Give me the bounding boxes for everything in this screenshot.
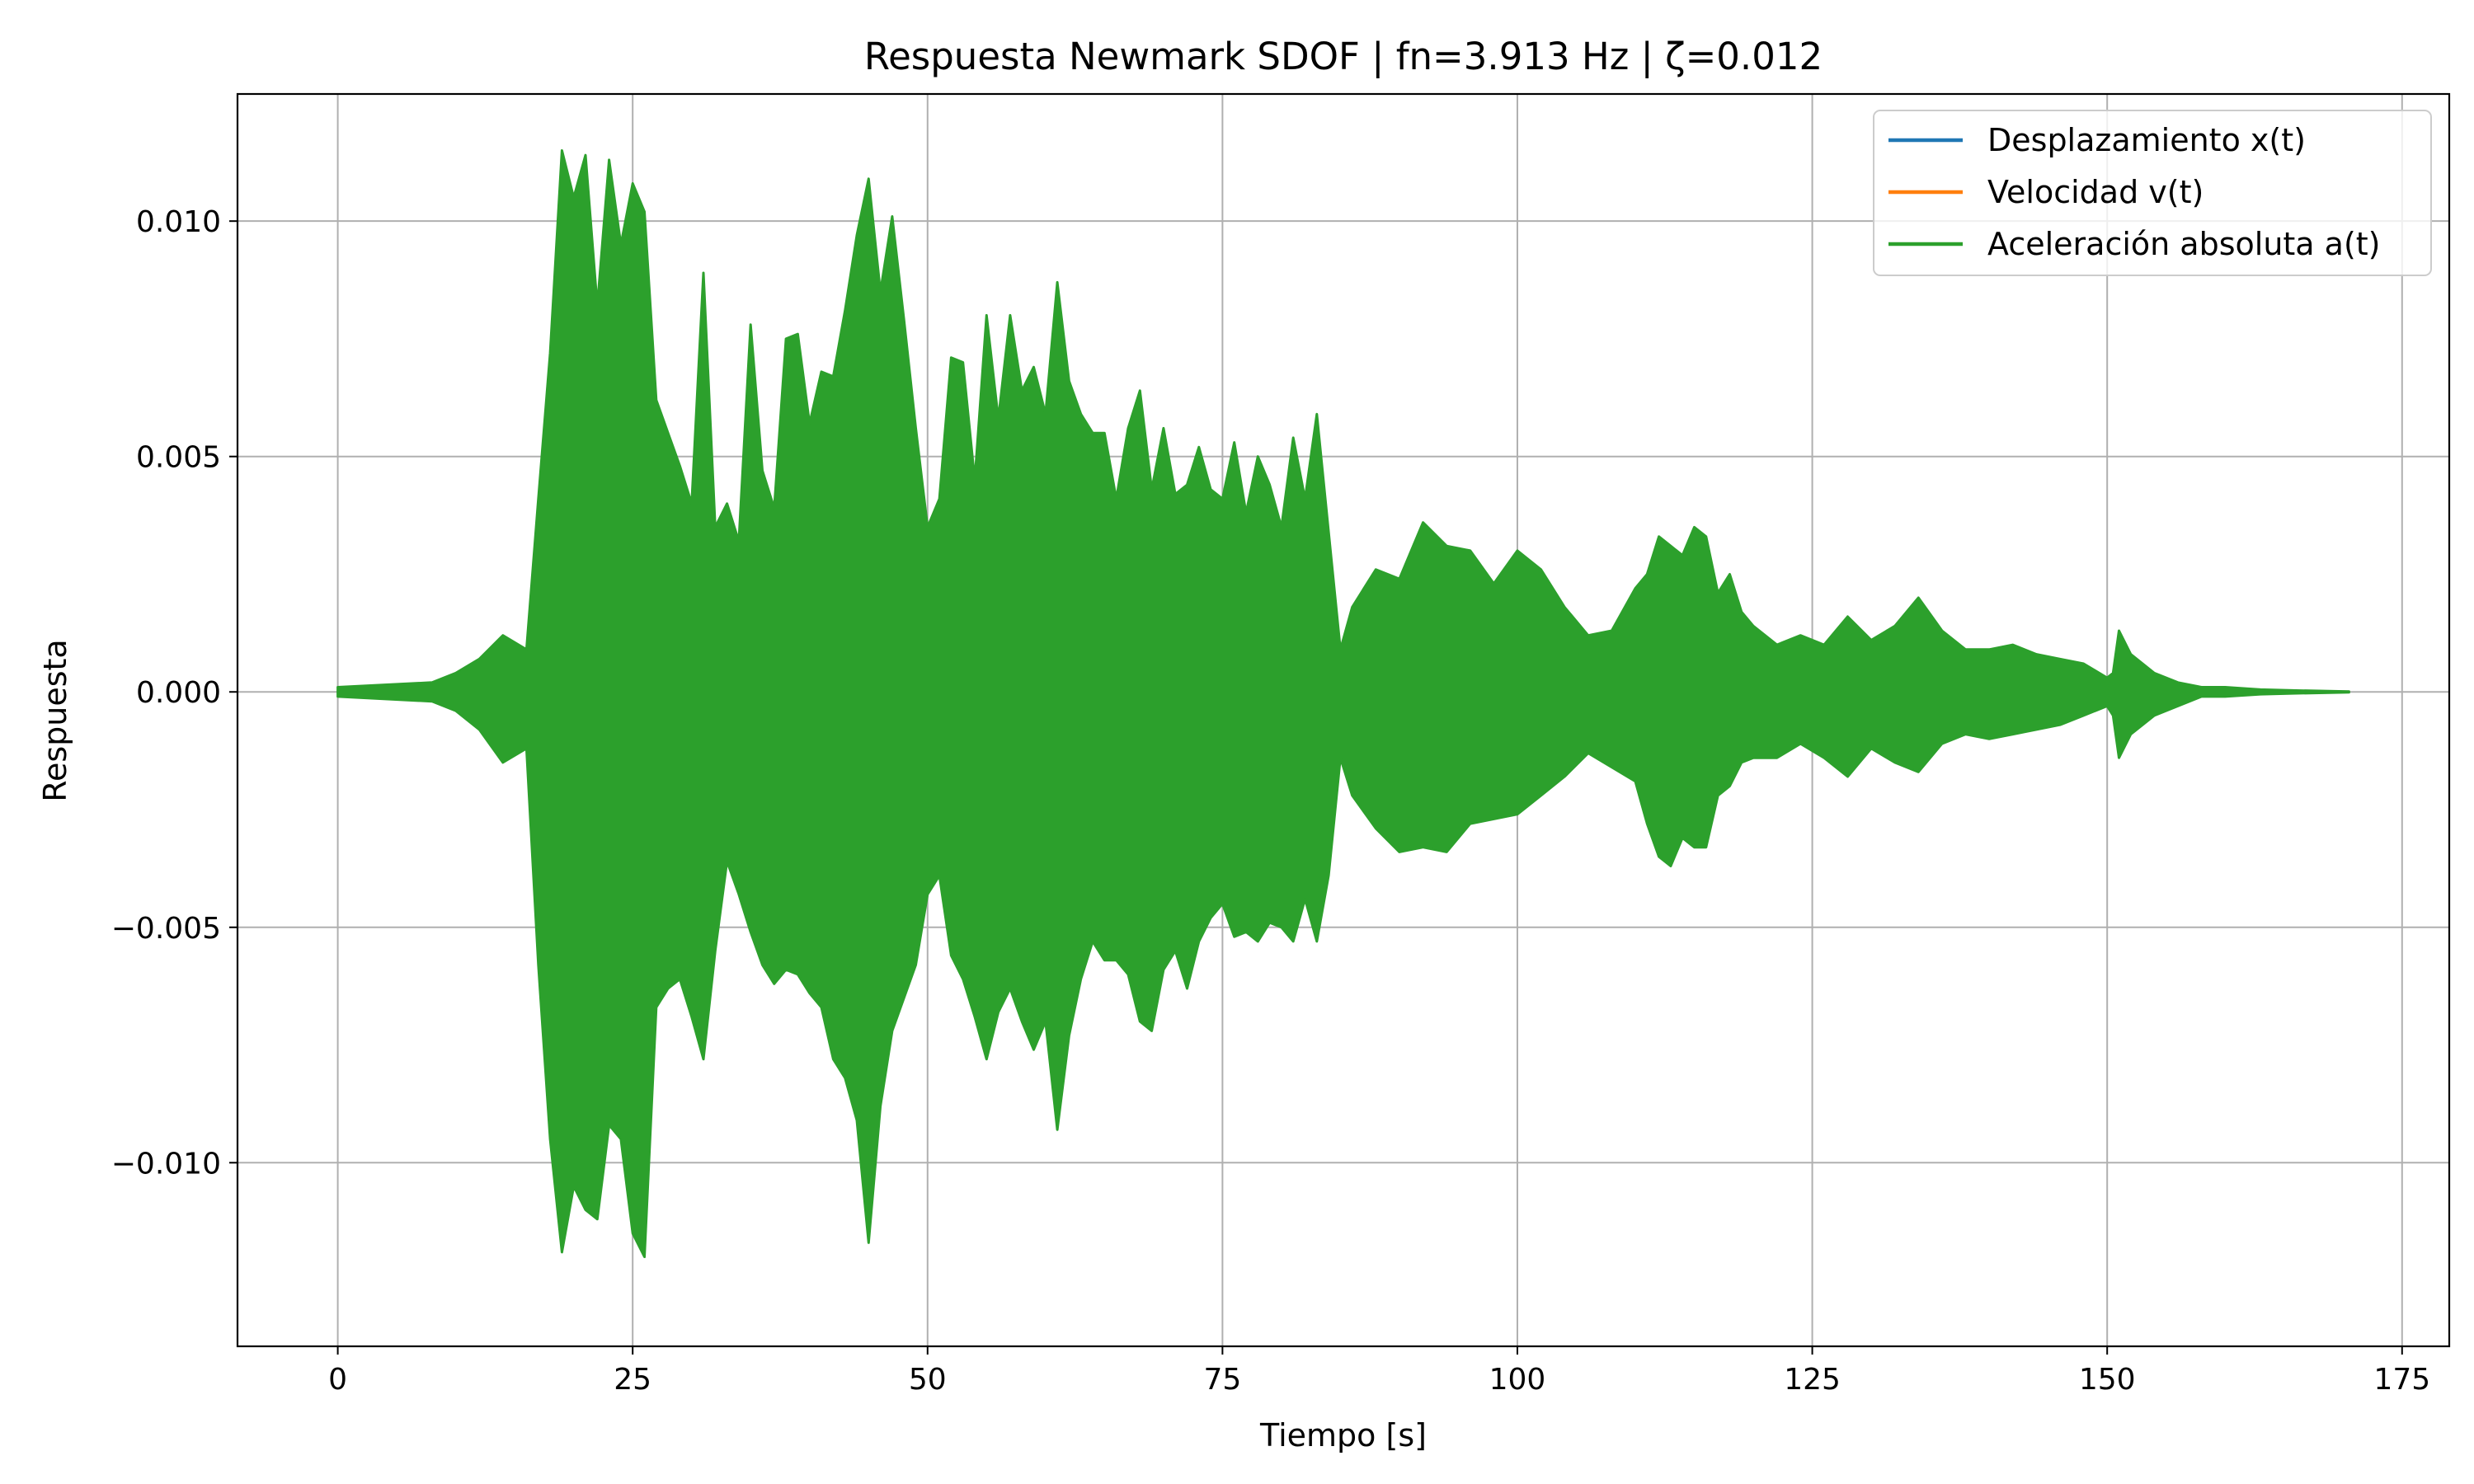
y-tick-label: −0.010 [111,1147,221,1181]
y-axis-title: Respuesta [37,639,73,801]
x-axis-title: Tiempo [s] [1259,1417,1427,1453]
y-tick-label: 0.005 [136,441,221,475]
x-tick-label: 175 [2373,1363,2430,1397]
x-tick-label: 75 [1203,1363,1241,1397]
legend-label-2: Aceleración absoluta a(t) [1987,226,2381,262]
y-tick-label: −0.005 [111,912,221,946]
x-tick-label: 25 [614,1363,651,1397]
x-tick-label: 125 [1784,1363,1841,1397]
x-tick-label: 50 [909,1363,947,1397]
y-tick-label: 0.000 [136,676,221,710]
legend-label-0: Desplazamiento x(t) [1987,122,2306,158]
ticks: 0 25 50 75 100 125 150 175 −0.010 −0.005 0.000 0.00… [111,205,2430,1397]
x-tick-label: 0 [328,1363,347,1397]
chart-title: Respuesta Newmark SDOF | fn=3.913 Hz | ζ… [864,35,1823,78]
plot-frame [236,92,2451,1348]
legend: Desplazamiento x(t) Velocidad v(t) Acelera… [1873,110,2432,276]
legend-label-1: Velocidad v(t) [1987,174,2204,210]
x-tick-label: 150 [2079,1363,2136,1397]
y-tick-label: 0.010 [136,205,221,239]
x-tick-label: 100 [1489,1363,1546,1397]
legend-box [1873,110,2432,276]
series-layer [336,149,2350,1258]
legend-items: Desplazamiento x(t) Velocidad v(t) Acelera… [1888,122,2381,262]
